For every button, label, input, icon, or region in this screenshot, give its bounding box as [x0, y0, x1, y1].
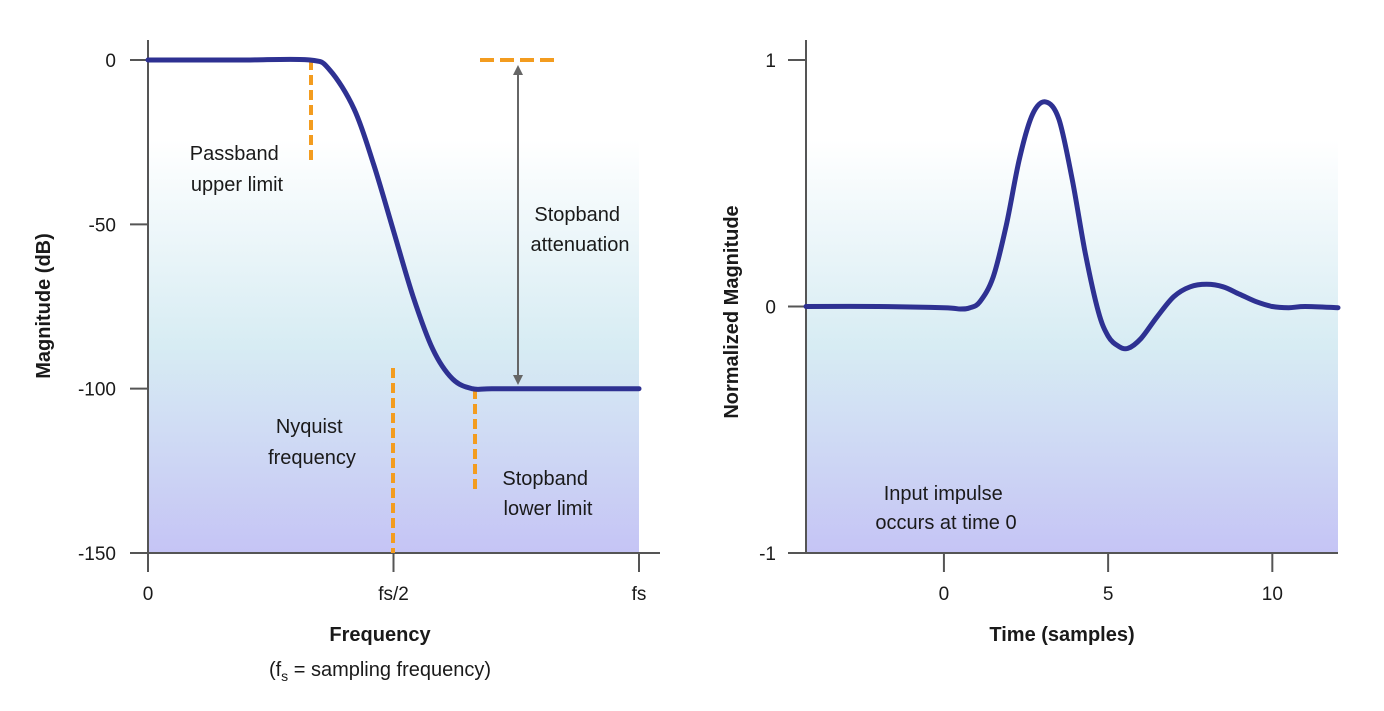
y-tick-label: 0	[765, 298, 776, 319]
x-axis-note-subscript: s	[281, 668, 288, 684]
x-axis-note: (fs = sampling frequency)	[269, 659, 491, 684]
x-axis-label: Time (samples)	[989, 624, 1134, 646]
x-axis-ticks: 0 fs/2 fs	[143, 553, 647, 605]
x-axis-note-prefix: (f	[269, 659, 282, 681]
nyquist-annotation: Nyquist frequency	[268, 416, 356, 469]
impulse-annotation: Input impulse occurs at time 0	[875, 483, 1016, 534]
y-tick-label: 1	[765, 51, 776, 72]
x-tick-label: 0	[939, 584, 950, 605]
passband-annotation: Passband upper limit	[190, 143, 285, 196]
y-tick-label: 0	[105, 51, 116, 72]
x-axis-note-suffix: = sampling frequency)	[288, 659, 491, 681]
series-magnitude-line	[145, 56, 642, 392]
series-impulse-response-line	[803, 99, 1341, 352]
y-axis-label: Magnitude (dB)	[33, 233, 55, 379]
x-tick-label: 0	[143, 584, 154, 605]
y-axis-ticks: 0 -50 -100 -150	[78, 51, 148, 565]
y-tick-label: -150	[78, 544, 116, 565]
x-tick-label: 5	[1103, 584, 1114, 605]
y-axis-ticks: 1 0 -1	[759, 51, 806, 565]
x-axis-ticks: 0 5 10	[939, 553, 1283, 605]
plot-area-background	[148, 140, 639, 553]
impulse-response-chart: 10-1 0 5 10 Input impulse occurs at time 0…	[721, 40, 1341, 646]
x-axis-label: Frequency	[329, 624, 431, 646]
y-tick-label: -50	[89, 215, 116, 236]
x-tick-label: fs	[632, 584, 647, 605]
stopband-attenuation-annotation: Stopband attenuation	[531, 204, 630, 256]
x-tick-label: fs/2	[378, 584, 409, 605]
frequency-response-chart: 0 -50 -100 -150 0 fs/2 fs Passband upper limi…	[33, 40, 660, 684]
y-tick-label: -100	[78, 380, 116, 401]
plot-area-background	[806, 140, 1338, 553]
x-tick-label: 10	[1262, 584, 1283, 605]
stopband-lower-annotation: Stopband lower limit	[502, 468, 593, 520]
y-tick-label: -1	[759, 544, 776, 565]
y-axis-label: Normalized Magnitude	[721, 205, 743, 418]
